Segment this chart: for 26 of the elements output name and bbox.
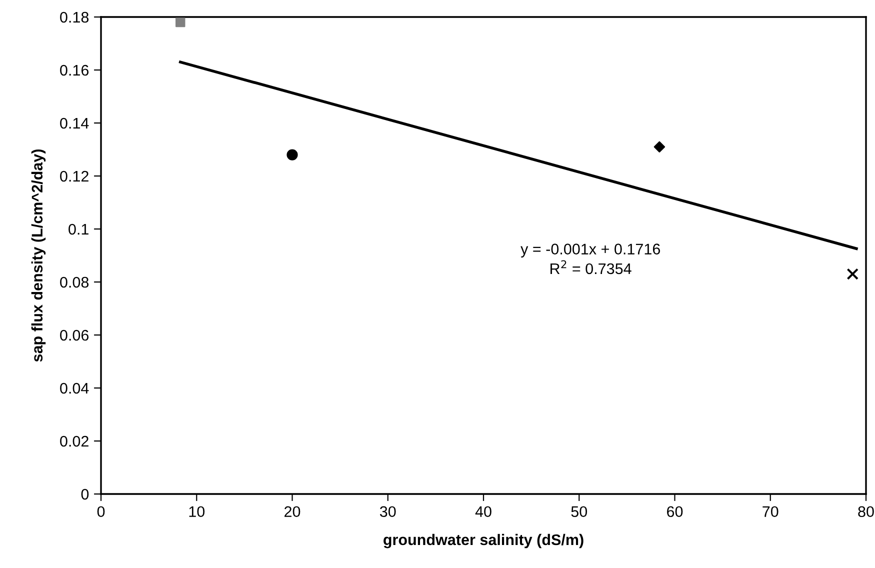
y-tick-label: 0.04 <box>60 382 89 394</box>
y-tick-label: 0.12 <box>60 170 88 182</box>
y-tick-label: 0.06 <box>60 330 89 341</box>
y-tick-label: 0.1 <box>68 224 88 235</box>
x-tick-label: 40 <box>475 506 492 518</box>
point <box>286 149 298 160</box>
annotation: y = -0.001x + 0.1716 R$^{2}$ = 0.7354 <box>520 244 660 274</box>
x-tick-label: 0 <box>97 506 105 518</box>
x-tick-label: 20 <box>284 506 300 518</box>
y-tick-label: 0 <box>81 488 89 500</box>
point <box>176 17 186 28</box>
point <box>846 268 859 280</box>
y-tick-label: 0.18 <box>60 12 89 23</box>
x-tick-label: 70 <box>762 506 778 518</box>
x-tick-label: 50 <box>571 506 588 518</box>
point <box>654 141 666 152</box>
x-tick-label: 10 <box>189 506 205 518</box>
y-tick-label: 0.08 <box>60 276 89 288</box>
x-tick-label: 80 <box>858 506 874 518</box>
y-tick-label: 0.14 <box>60 118 89 129</box>
y-tick-label: 0.16 <box>60 64 89 76</box>
x-tick-label: 60 <box>667 506 683 518</box>
x-tick-label: 30 <box>380 506 396 518</box>
x-axis-title: groundwater salinity (dS/m) <box>384 534 584 548</box>
y-tick-label: 0.02 <box>60 436 88 447</box>
y-axis-title: sap flux density (L/cm^2/day) <box>31 149 46 362</box>
